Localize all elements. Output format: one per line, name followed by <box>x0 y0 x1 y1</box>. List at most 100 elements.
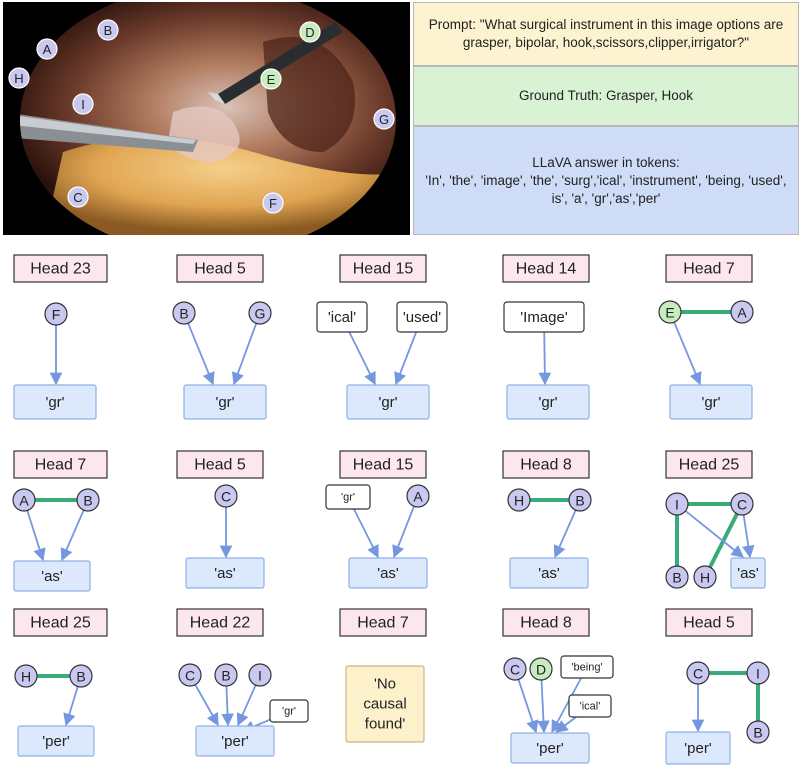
causal-arrow <box>348 331 376 386</box>
region-node-label: C <box>185 668 195 684</box>
surgical-image: A B C D E F G H I <box>3 2 410 235</box>
region-node-label: I <box>258 668 262 684</box>
region-node-label: A <box>413 489 423 505</box>
head-label: Head 23 <box>30 261 91 278</box>
target-token: 'gr' <box>215 394 234 411</box>
head-label-box <box>339 254 427 283</box>
causal-arrow <box>394 331 418 386</box>
token-node <box>269 699 309 723</box>
photo-marker-label: I <box>81 97 85 112</box>
region-node <box>14 664 38 688</box>
target-token: 'per' <box>221 733 249 750</box>
region-node-label: C <box>221 489 231 505</box>
head-label-box <box>13 608 108 637</box>
photo-marker-i <box>72 93 94 115</box>
region-node <box>665 492 689 516</box>
target-token-box <box>348 557 428 589</box>
head-label: Head 15 <box>353 457 414 474</box>
target-token: 'per' <box>684 740 712 757</box>
token-node <box>396 301 448 333</box>
head-label-box <box>665 608 753 637</box>
head-label: Head 25 <box>30 615 91 632</box>
head-label-box <box>176 608 264 637</box>
causal-arrow <box>517 679 539 734</box>
token-node-label: 'ical' <box>580 701 601 713</box>
region-node-label: B <box>179 306 188 322</box>
region-node-label: B <box>575 493 584 509</box>
photo-marker-label: A <box>43 42 52 57</box>
region-node <box>529 657 553 681</box>
graph-head-panel: Head 7 'No causal found' <box>339 608 427 743</box>
region-node <box>730 492 754 516</box>
causal-arrow <box>742 514 755 559</box>
target-token-box <box>17 725 95 757</box>
photo-marker-label: F <box>269 196 277 211</box>
target-token: 'gr' <box>538 394 557 411</box>
causal-arrow <box>231 323 258 386</box>
region-node <box>503 657 527 681</box>
token-node <box>325 484 371 510</box>
region-node <box>507 488 531 512</box>
head-label-box <box>502 450 590 479</box>
head-label: Head 8 <box>520 615 572 632</box>
causal-arrow <box>236 684 257 727</box>
head-label-box <box>665 254 753 283</box>
region-node <box>178 663 202 687</box>
graph-head-panel: Head 8 'as' H B <box>502 450 592 589</box>
causal-arrow <box>187 322 215 386</box>
causal-arrow <box>673 321 702 386</box>
region-node <box>76 488 100 512</box>
graph-head-panel: Head 8 'per' C D 'being' 'ical' <box>502 608 614 764</box>
region-node <box>686 661 710 685</box>
region-node-label: A <box>19 493 29 509</box>
region-node-label: A <box>737 305 747 321</box>
region-node <box>248 301 272 325</box>
region-node-label: I <box>756 666 760 682</box>
head-label-box <box>339 608 427 637</box>
photo-marker-f <box>262 192 284 214</box>
region-node <box>665 565 689 589</box>
target-token: 'as' <box>214 565 236 582</box>
photo-marker-h <box>8 67 30 89</box>
token-node-label: 'ical' <box>328 309 356 326</box>
no-causal-word: causal <box>363 696 406 713</box>
causal-arrow <box>392 505 415 559</box>
region-node <box>658 300 682 324</box>
region-node-label: B <box>672 570 681 586</box>
photo-marker-label: G <box>379 112 389 127</box>
head-label-box <box>665 450 753 479</box>
causal-arrow <box>194 684 219 727</box>
head-label-box <box>176 254 264 283</box>
target-token-box <box>13 560 91 592</box>
prompt-text: Prompt: "What surgical instrument in thi… <box>428 17 784 50</box>
graph-head-panel: Head 7 'as' A B <box>12 450 108 592</box>
region-node <box>44 302 68 326</box>
region-node <box>746 720 770 744</box>
region-node-label: B <box>221 668 230 684</box>
target-token: 'per' <box>42 733 70 750</box>
target-token: 'per' <box>536 740 564 757</box>
graph-head-panel: Head 5 'per' C I B <box>665 608 770 765</box>
region-node-label: B <box>753 725 762 741</box>
token-node <box>560 655 614 679</box>
head-label: Head 8 <box>520 457 572 474</box>
target-token: 'as' <box>377 565 399 582</box>
token-node-label: 'Image' <box>520 309 568 326</box>
region-node-label: E <box>665 305 674 321</box>
target-token-box <box>195 725 275 757</box>
target-token-box <box>13 384 97 420</box>
photo-marker-label: E <box>267 72 276 87</box>
token-node-label: 'gr' <box>282 706 296 718</box>
head-label-box <box>502 254 590 283</box>
head-label: Head 14 <box>516 261 577 278</box>
prompt-box: Prompt: "What surgical instrument in thi… <box>413 2 799 66</box>
region-node <box>69 664 93 688</box>
photo-marker-b <box>97 19 119 41</box>
target-token-box <box>185 557 265 589</box>
region-node-label: G <box>255 306 266 322</box>
graph-head-panel: Head 7 'gr' E A <box>658 254 754 420</box>
head-label-box <box>502 608 590 637</box>
head-label: Head 7 <box>357 615 409 632</box>
graph-head-panel: Head 22 'per' C B I 'gr' <box>176 608 309 757</box>
head-label-box <box>13 254 108 283</box>
